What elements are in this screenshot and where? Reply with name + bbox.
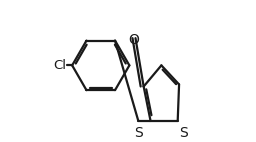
Text: S: S — [179, 126, 188, 140]
Text: O: O — [128, 33, 139, 47]
Text: S: S — [134, 126, 143, 140]
Text: Cl: Cl — [53, 59, 66, 72]
